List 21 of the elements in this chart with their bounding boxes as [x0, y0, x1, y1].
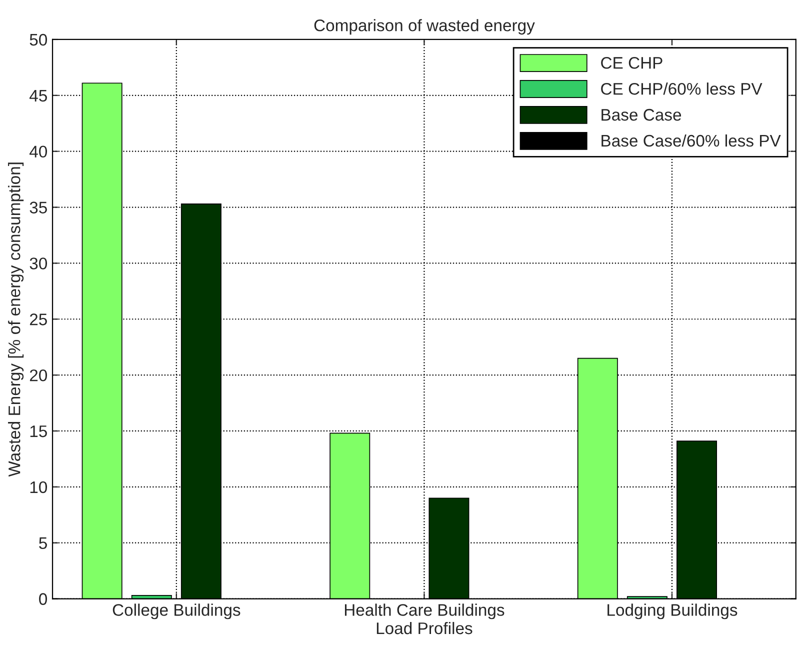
y-tick-label: 0 — [39, 593, 48, 605]
y-tick-label: 30 — [30, 258, 48, 270]
x-tick-label: Health Care Buildings — [344, 604, 504, 620]
x-tick-label: College Buildings — [112, 604, 240, 620]
y-tick-label: 45 — [30, 90, 47, 102]
y-tick-label: 5 — [39, 537, 47, 550]
y-tick-label: 40 — [30, 146, 48, 158]
chart-title: Comparison of wasted energy — [314, 19, 535, 35]
legend-label: Base Case — [602, 108, 682, 121]
y-axis-title: Wasted Energy [% of energy consumption] — [8, 162, 24, 477]
x-tick-label: Lodging Buildings — [608, 604, 738, 620]
y-tick-label: 10 — [30, 481, 48, 494]
legend-label: Base Case/60% less PV — [602, 134, 781, 147]
y-tick-label: 50 — [30, 34, 48, 46]
y-tick-label: 15 — [30, 426, 47, 438]
y-tick-label: 35 — [30, 202, 47, 214]
y-tick-label: 25 — [30, 314, 47, 326]
y-tick-label: 20 — [30, 369, 48, 382]
x-axis-title: Load Profiles — [376, 622, 472, 634]
legend-label: CE CHP — [601, 57, 662, 69]
legend-label: CE CHP/60% less PV — [601, 82, 762, 95]
